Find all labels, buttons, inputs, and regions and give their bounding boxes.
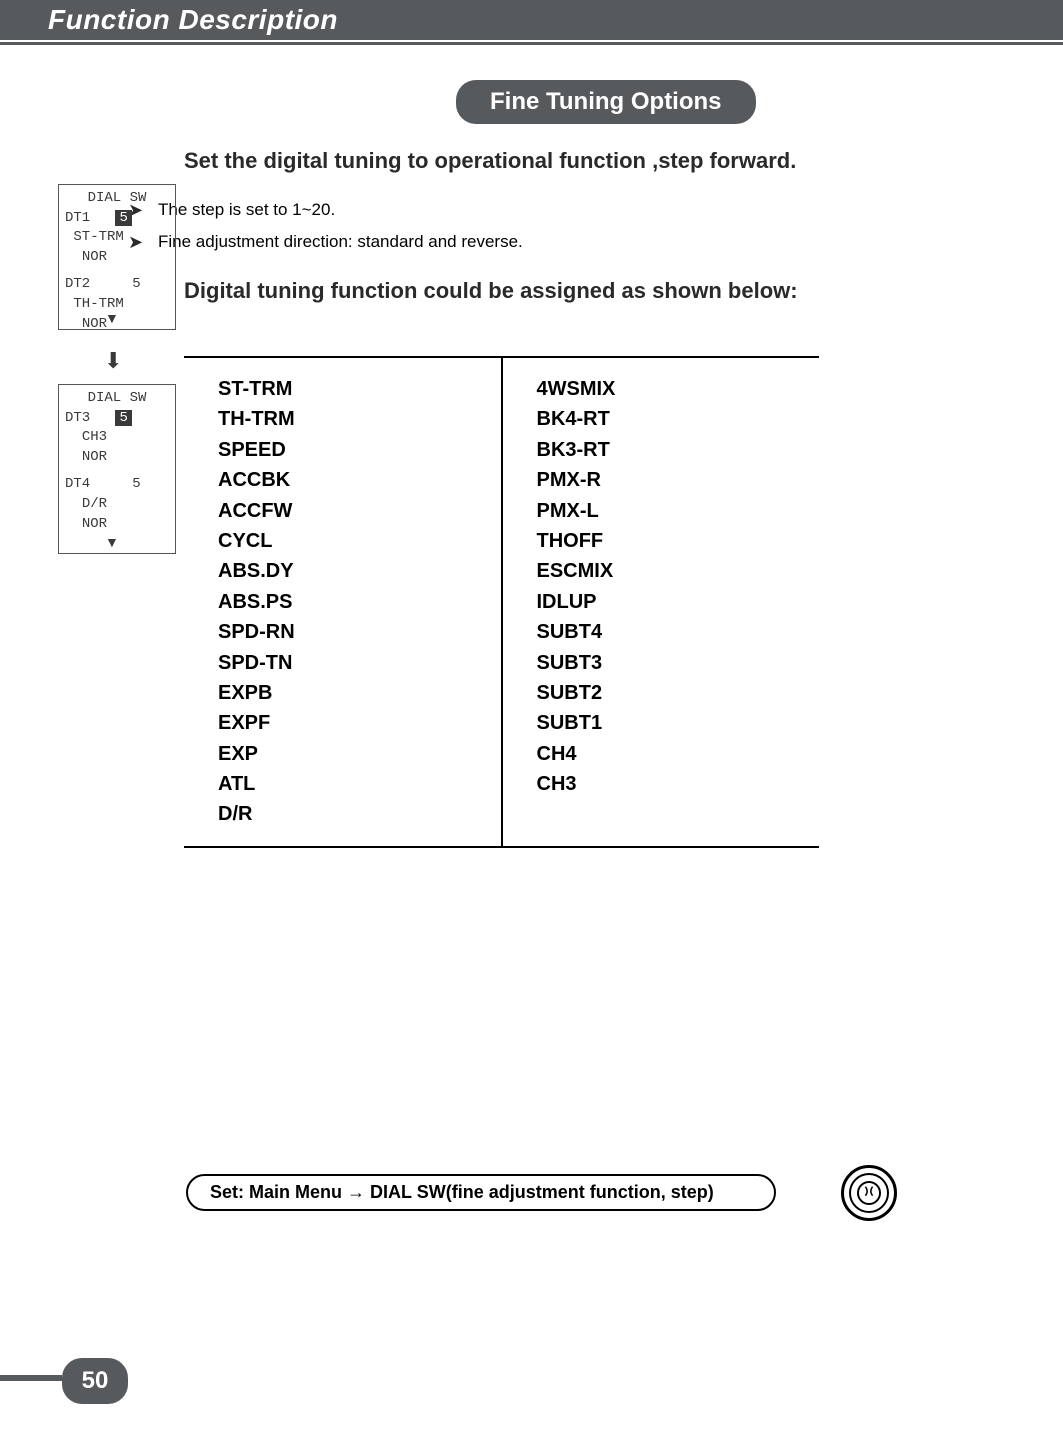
function-item: ACCFW [218, 496, 501, 526]
breadcrumb-pill: Set: Main Menu → DIAL SW(fine adjustment… [186, 1174, 776, 1211]
function-item: 4WSMIX [537, 374, 820, 404]
function-item: EXP [218, 739, 501, 769]
function-item: SPEED [218, 435, 501, 465]
function-item: BK3-RT [537, 435, 820, 465]
subsection-pill: Fine Tuning Options [456, 80, 756, 124]
page-strip [0, 1375, 62, 1381]
lcd-row: NOR [82, 316, 107, 332]
function-item: CH3 [537, 769, 820, 799]
intro-text: Set the digital tuning to operational fu… [184, 148, 796, 174]
lcd-row: NOR [82, 249, 107, 265]
page-number: 50 [62, 1358, 128, 1404]
function-item: ATL [218, 769, 501, 799]
lcd-title: DIAL SW [65, 189, 169, 209]
lcd-row: NOR [82, 516, 107, 532]
function-item: CYCL [218, 526, 501, 556]
function-item: CH4 [537, 739, 820, 769]
caret-down-icon: ▼ [105, 534, 119, 550]
section-header: Function Description [0, 0, 1063, 40]
breadcrumb-pre: Set: Main Menu [210, 1182, 342, 1202]
function-item: SPD-RN [218, 617, 501, 647]
header-underline [0, 42, 1063, 45]
function-column-left: ST-TRMTH-TRMSPEEDACCBKACCFWCYCLABS.DYABS… [184, 358, 503, 846]
function-item: PMX-L [537, 496, 820, 526]
lcd-row: NOR [82, 449, 107, 465]
note-step: The step is set to 1~20. [158, 200, 335, 220]
function-column-right: 4WSMIXBK4-RTBK3-RTPMX-RPMX-LTHOFFESCMIXI… [503, 358, 820, 846]
function-item: BK4-RT [537, 404, 820, 434]
lcd-title: DIAL SW [65, 389, 169, 409]
lcd-row: DT1 [65, 210, 90, 226]
function-item: SUBT3 [537, 648, 820, 678]
arrow-down-icon: ⬇ [104, 348, 122, 374]
lcd-row: ST-TRM [73, 229, 123, 245]
lcd-value: 5 [132, 276, 140, 292]
lcd-value-inverted: 5 [115, 410, 131, 426]
function-item: ST-TRM [218, 374, 501, 404]
caret-down-icon: ▼ [105, 310, 119, 326]
arrow-right-icon: → [347, 1182, 365, 1202]
function-item: D/R [218, 799, 501, 829]
function-table: ST-TRMTH-TRMSPEEDACCBKACCFWCYCLABS.DYABS… [184, 356, 819, 848]
dial-knob-icon [841, 1165, 897, 1221]
subheading: Digital tuning function could be assigne… [184, 278, 798, 304]
function-item: EXPF [218, 708, 501, 738]
function-item: IDLUP [537, 587, 820, 617]
lcd-panel-1: DIAL SW DT1 5 ST-TRM NOR DT2 5 TH-TRM NO… [58, 184, 176, 330]
function-item: SUBT4 [537, 617, 820, 647]
lcd-panel-2: DIAL SW DT3 5 CH3 NOR DT4 5 D/R NOR [58, 384, 176, 554]
function-item: ESCMIX [537, 556, 820, 586]
lcd-row: DT2 [65, 276, 90, 292]
breadcrumb-post: DIAL SW(fine adjustment function, step) [370, 1182, 714, 1202]
function-item: THOFF [537, 526, 820, 556]
function-item: ACCBK [218, 465, 501, 495]
function-item: SPD-TN [218, 648, 501, 678]
function-item: ABS.DY [218, 556, 501, 586]
lcd-value: 5 [132, 476, 140, 492]
function-item: ABS.PS [218, 587, 501, 617]
function-item: EXPB [218, 678, 501, 708]
lcd-row: DT3 [65, 410, 90, 426]
note-direction: Fine adjustment direction: standard and … [158, 232, 523, 252]
lcd-row: D/R [82, 496, 107, 512]
lcd-row: DT4 [65, 476, 90, 492]
function-item: TH-TRM [218, 404, 501, 434]
function-item: SUBT1 [537, 708, 820, 738]
lcd-value-inverted: 5 [115, 210, 131, 226]
function-item: SUBT2 [537, 678, 820, 708]
lcd-row: CH3 [82, 429, 107, 445]
function-item: PMX-R [537, 465, 820, 495]
